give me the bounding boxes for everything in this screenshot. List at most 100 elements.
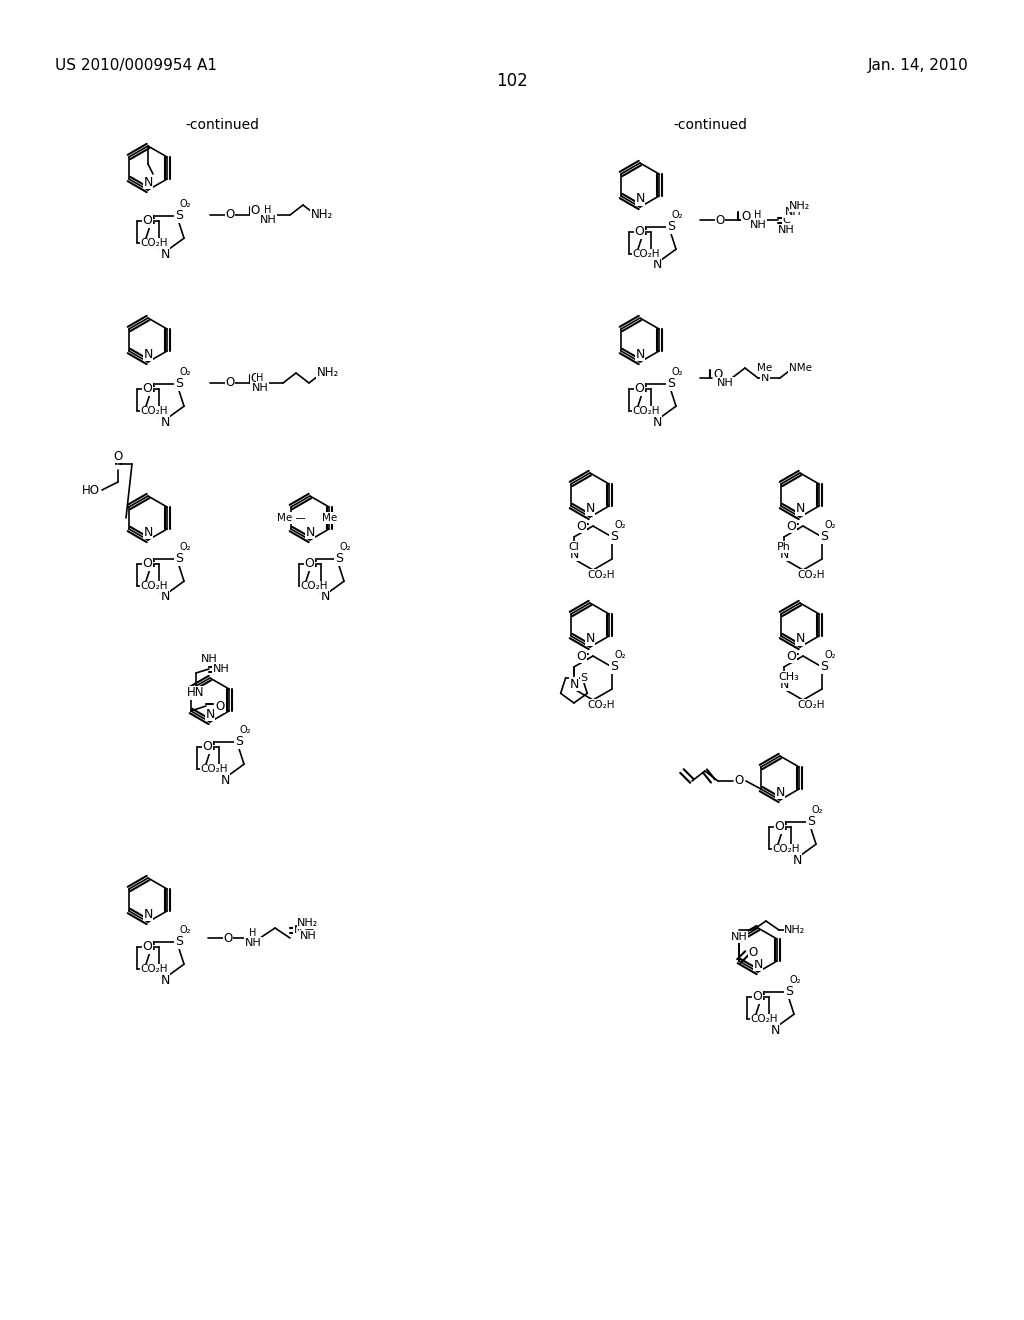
- Text: N: N: [793, 854, 802, 866]
- Text: O₂: O₂: [824, 649, 836, 660]
- Text: S: S: [581, 673, 588, 682]
- Text: O₂: O₂: [179, 367, 190, 376]
- Text: O₂: O₂: [671, 367, 683, 376]
- Text: N: N: [652, 416, 662, 429]
- Text: O₂: O₂: [671, 210, 683, 220]
- Text: N: N: [161, 416, 170, 429]
- Text: H: H: [755, 210, 762, 220]
- Text: O: O: [741, 210, 751, 223]
- Text: O: O: [734, 775, 743, 788]
- Text: Me: Me: [758, 363, 773, 374]
- Text: NH₂: NH₂: [784, 925, 806, 935]
- Text: O: O: [251, 203, 260, 216]
- Text: CO₂H: CO₂H: [632, 249, 659, 259]
- Text: N: N: [161, 590, 170, 603]
- Text: N: N: [796, 632, 805, 645]
- Text: S: S: [820, 660, 828, 673]
- Text: -continued: -continued: [673, 117, 746, 132]
- Text: CH₃: CH₃: [778, 672, 800, 682]
- Text: NH₂: NH₂: [311, 209, 333, 222]
- Text: C: C: [782, 215, 790, 224]
- Text: N: N: [569, 677, 579, 690]
- Text: O: O: [142, 214, 153, 227]
- Text: O: O: [203, 741, 212, 754]
- Text: CO₂H: CO₂H: [201, 764, 227, 775]
- Text: NH₂: NH₂: [790, 201, 811, 211]
- Text: 102: 102: [496, 73, 528, 90]
- Text: NH: NH: [252, 383, 268, 393]
- Text: NH₂: NH₂: [316, 367, 339, 380]
- Text: O: O: [577, 520, 586, 532]
- Text: O₂: O₂: [239, 725, 251, 735]
- Text: NH: NH: [260, 215, 276, 224]
- Text: HN: HN: [187, 686, 205, 700]
- Text: N: N: [143, 176, 153, 189]
- Text: NH₂: NH₂: [297, 917, 318, 928]
- Text: N: N: [143, 525, 153, 539]
- Text: O: O: [304, 557, 314, 570]
- Text: O: O: [223, 932, 232, 945]
- Text: O₂: O₂: [179, 925, 190, 935]
- Text: CO₂H: CO₂H: [140, 238, 168, 248]
- Text: O₂: O₂: [790, 974, 801, 985]
- Text: S: S: [335, 552, 343, 565]
- Text: O₂: O₂: [179, 541, 190, 552]
- Text: N: N: [635, 193, 645, 206]
- Text: S: S: [175, 210, 182, 222]
- Text: S: S: [175, 378, 182, 391]
- Text: O: O: [774, 820, 784, 833]
- Text: CO₂H: CO₂H: [300, 581, 328, 591]
- Text: NH: NH: [784, 207, 802, 216]
- Text: S: S: [175, 936, 182, 948]
- Text: S: S: [610, 660, 618, 673]
- Text: N: N: [779, 548, 788, 561]
- Text: Me —: Me —: [278, 513, 306, 523]
- Text: N: N: [206, 708, 215, 721]
- Text: N: N: [586, 503, 595, 516]
- Text: CO₂H: CO₂H: [140, 581, 168, 591]
- Text: N: N: [779, 677, 788, 690]
- Text: CO₂H: CO₂H: [798, 700, 824, 710]
- Text: O: O: [225, 209, 234, 222]
- Text: O: O: [142, 383, 153, 395]
- Text: NH: NH: [717, 378, 733, 388]
- Text: N: N: [652, 259, 662, 272]
- Text: N: N: [305, 525, 314, 539]
- Text: US 2010/0009954 A1: US 2010/0009954 A1: [55, 58, 217, 73]
- Text: NH: NH: [213, 664, 229, 675]
- Text: S: S: [784, 985, 793, 998]
- Text: N: N: [770, 1023, 779, 1036]
- Text: O₂: O₂: [179, 199, 190, 209]
- Text: H: H: [249, 928, 257, 939]
- Text: HO: HO: [82, 483, 100, 496]
- Text: N: N: [220, 774, 229, 787]
- Text: CO₂H: CO₂H: [587, 570, 614, 579]
- Text: NH: NH: [777, 224, 795, 235]
- Text: NH: NH: [730, 932, 748, 942]
- Text: O: O: [114, 450, 123, 462]
- Text: N: N: [161, 974, 170, 986]
- Text: Ph: Ph: [777, 543, 791, 552]
- Text: O₂: O₂: [614, 520, 626, 531]
- Text: N: N: [161, 248, 170, 260]
- Text: NH: NH: [245, 939, 261, 948]
- Text: N: N: [775, 785, 784, 799]
- Text: O: O: [786, 649, 796, 663]
- Text: O₂: O₂: [614, 649, 626, 660]
- Text: S: S: [807, 816, 815, 829]
- Text: N: N: [754, 957, 763, 970]
- Text: H: H: [264, 205, 271, 215]
- Text: H: H: [256, 374, 264, 383]
- Text: N: N: [569, 548, 579, 561]
- Text: CO₂H: CO₂H: [632, 407, 659, 416]
- Text: S: S: [820, 531, 828, 544]
- Text: CO₂H: CO₂H: [587, 700, 614, 710]
- Text: Jan. 14, 2010: Jan. 14, 2010: [868, 58, 969, 73]
- Text: CO₂H: CO₂H: [751, 1014, 778, 1024]
- Text: O₂: O₂: [339, 541, 350, 552]
- Text: O: O: [635, 383, 644, 395]
- Text: O₂: O₂: [824, 520, 836, 531]
- Text: O: O: [142, 557, 153, 570]
- Text: N: N: [586, 632, 595, 645]
- Text: S: S: [234, 735, 243, 748]
